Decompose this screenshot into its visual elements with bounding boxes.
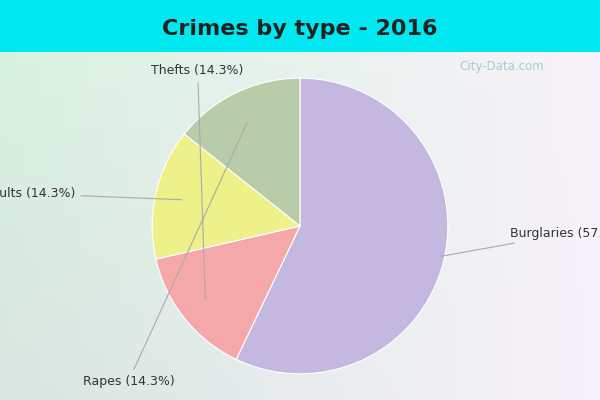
Text: Assaults (14.3%): Assaults (14.3%) — [0, 187, 182, 200]
Text: Thefts (14.3%): Thefts (14.3%) — [151, 64, 244, 299]
Wedge shape — [152, 134, 300, 259]
Wedge shape — [236, 78, 448, 374]
Text: Crimes by type - 2016: Crimes by type - 2016 — [162, 18, 438, 39]
Text: City-Data.com: City-Data.com — [459, 60, 544, 74]
Text: Burglaries (57.1%): Burglaries (57.1%) — [440, 227, 600, 256]
Wedge shape — [156, 226, 300, 359]
Wedge shape — [184, 78, 300, 226]
Text: Rapes (14.3%): Rapes (14.3%) — [83, 122, 247, 388]
